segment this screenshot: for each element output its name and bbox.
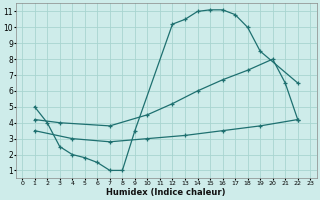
X-axis label: Humidex (Indice chaleur): Humidex (Indice chaleur) [107, 188, 226, 197]
